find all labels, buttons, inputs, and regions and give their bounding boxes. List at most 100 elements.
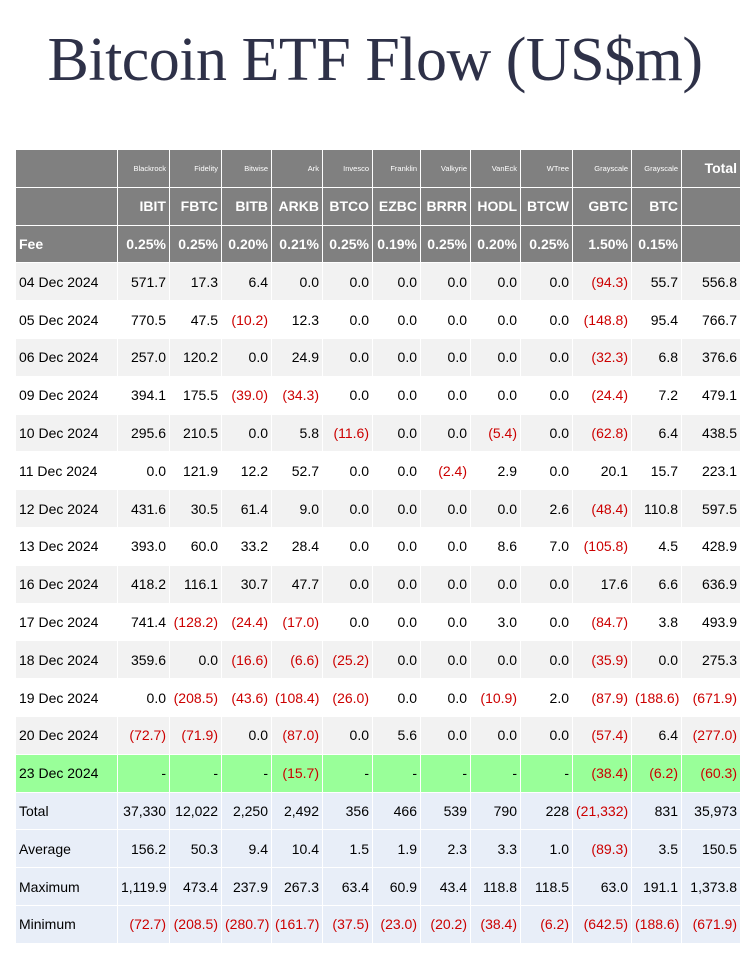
flow-cell: 30.7 [221, 564, 272, 604]
summary-cell: 831 [631, 791, 682, 831]
flow-cell: 17.3 [169, 262, 222, 302]
table-row: 23 Dec 2024- - - (15.7) - - - - - (38.4) (6.2) (60.… [15, 753, 741, 793]
flow-cell: 28.4 [271, 526, 323, 566]
date-cell: 19 Dec 2024 [15, 678, 118, 717]
table-row: 09 Dec 2024 394.1 175.5 (39.0) (34.3) 0.0 0.0 0… [15, 375, 741, 415]
date-cell: 18 Dec 2024 [15, 640, 118, 680]
flow-cell: 60.0 [169, 526, 222, 566]
ticker-header: ARKB [271, 186, 323, 226]
summary-cell: 473.4 [169, 867, 222, 906]
flow-cell: 0.0 [420, 564, 471, 604]
flow-cell: 2.9 [470, 451, 521, 491]
flow-cell: 418.2 [117, 564, 170, 604]
flow-cell: - [372, 753, 421, 793]
summary-cell: 43.4 [420, 867, 471, 906]
table-row: 13 Dec 2024 393.0 60.0 33.2 28.4 0.0 0.0 0.0 8.6… [15, 526, 741, 566]
etf-flow-table: Blackrock Fidelity Bitwise Ark Invesco Frankl… [15, 149, 741, 944]
summary-cell: (161.7) [271, 904, 323, 944]
flow-cell: 110.8 [631, 489, 682, 528]
summary-cell: 50.3 [169, 829, 222, 869]
flow-cell: 0.0 [470, 489, 521, 528]
table-row: 12 Dec 2024 431.6 30.5 61.4 9.0 0.0 0.0 0.0 0.0 2… [15, 489, 741, 528]
flow-cell: 4.5 [631, 526, 682, 566]
date-cell: 11 Dec 2024 [15, 451, 118, 491]
flow-cell: (57.4) [572, 715, 632, 755]
flow-cell: (208.5) [169, 678, 222, 717]
flow-cell: 257.0 [117, 337, 170, 377]
flow-cell: 0.0 [470, 300, 521, 339]
summary-cell: 1,373.8 [681, 867, 741, 906]
flow-cell: 3.8 [631, 602, 682, 642]
fee-header: Fee [15, 224, 118, 264]
ticker-header: EZBC [372, 186, 421, 226]
flow-cell: (84.7) [572, 602, 632, 642]
summary-cell: (280.7) [221, 904, 272, 944]
flow-cell: (11.6) [322, 413, 373, 453]
flow-cell: 0.0 [420, 300, 471, 339]
fee-header: 0.21% [271, 224, 323, 264]
flow-cell: 0.0 [520, 300, 573, 339]
flow-cell: 597.5 [681, 489, 741, 528]
flow-cell: 5.6 [372, 715, 421, 755]
flow-cell: 8.6 [470, 526, 521, 566]
flow-cell: 15.7 [631, 451, 682, 491]
flow-cell: 0.0 [420, 526, 471, 566]
date-cell: 09 Dec 2024 [15, 375, 118, 415]
summary-row: Total 37,330 12,022 2,250 2,492 356 466 539 790 2… [15, 791, 741, 831]
flow-cell: 0.0 [420, 337, 471, 377]
summary-cell: 118.8 [470, 867, 521, 906]
summary-cell: 228 [520, 791, 573, 831]
ticker-header: BTCW [520, 186, 573, 226]
flow-cell: 376.6 [681, 337, 741, 377]
flow-cell: 0.0 [372, 300, 421, 339]
summary-cell: 539 [420, 791, 471, 831]
flow-cell: 0.0 [221, 413, 272, 453]
flow-cell: 17.6 [572, 564, 632, 604]
flow-cell: (26.0) [322, 678, 373, 717]
flow-cell: - [470, 753, 521, 793]
flow-cell: 0.0 [372, 678, 421, 717]
fee-header [681, 224, 741, 264]
flow-cell: 121.9 [169, 451, 222, 491]
ticker-header: IBIT [117, 186, 170, 226]
summary-cell: (21,332) [572, 791, 632, 831]
summary-cell: 63.4 [322, 867, 373, 906]
flow-cell: 24.9 [271, 337, 323, 377]
flow-cell: - [169, 753, 222, 793]
summary-cell: 191.1 [631, 867, 682, 906]
flow-cell: 0.0 [470, 337, 521, 377]
flow-cell: 0.0 [322, 715, 373, 755]
summary-cell: 3.3 [470, 829, 521, 869]
date-cell: 04 Dec 2024 [15, 262, 118, 302]
flow-cell: (25.2) [322, 640, 373, 680]
flow-cell: 0.0 [470, 640, 521, 680]
flow-cell: 0.0 [520, 715, 573, 755]
flow-cell: 431.6 [117, 489, 170, 528]
flow-cell: 0.0 [117, 678, 170, 717]
summary-cell: 267.3 [271, 867, 323, 906]
flow-cell: (48.4) [572, 489, 632, 528]
fee-header: 0.19% [372, 224, 421, 264]
flow-cell: 0.0 [520, 337, 573, 377]
flow-cell: 0.0 [420, 262, 471, 302]
flow-cell: (105.8) [572, 526, 632, 566]
summary-cell: (89.3) [572, 829, 632, 869]
ticker-header: HODL [470, 186, 521, 226]
flow-cell: - [520, 753, 573, 793]
table-row: 11 Dec 2024 0.0 121.9 12.2 52.7 0.0 0.0 (2.4) 2.… [15, 451, 741, 491]
ticker-header: GBTC [572, 186, 632, 226]
summary-cell: 1,119.9 [117, 867, 170, 906]
issuer-header: Grayscale [631, 149, 682, 188]
flow-cell: 636.9 [681, 564, 741, 604]
flow-cell: 55.7 [631, 262, 682, 302]
header-row-issuers: Blackrock Fidelity Bitwise Ark Invesco Frankl… [15, 149, 741, 188]
flow-cell: (5.4) [470, 413, 521, 453]
fee-header: 0.20% [470, 224, 521, 264]
summary-row: Average 156.2 50.3 9.4 10.4 1.5 1.9 2.3 3.3 1.0 (8… [15, 829, 741, 869]
summary-cell: 2,250 [221, 791, 272, 831]
flow-cell: 6.4 [221, 262, 272, 302]
fee-header: 0.25% [420, 224, 471, 264]
date-cell: 13 Dec 2024 [15, 526, 118, 566]
page-title: Bitcoin ETF Flow (US$m) [47, 26, 703, 94]
flow-cell: 2.0 [520, 678, 573, 717]
